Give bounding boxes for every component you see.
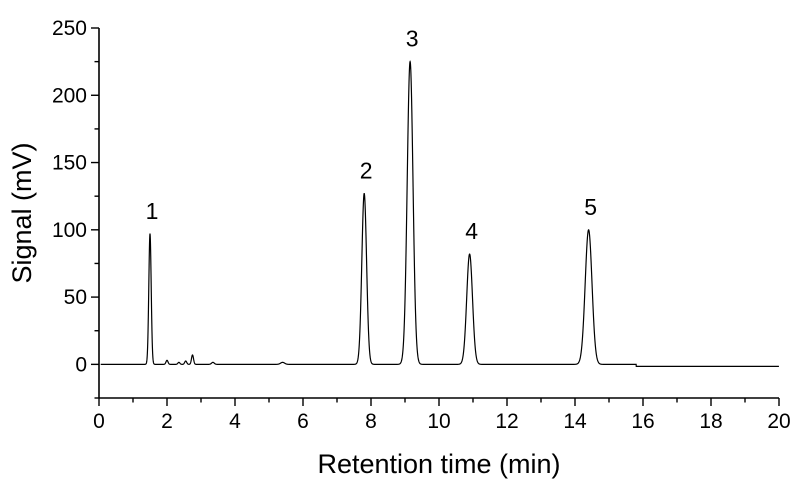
x-tick-label: 0: [93, 410, 105, 433]
peak-label: 4: [465, 218, 478, 244]
peak-label: 3: [406, 26, 419, 52]
x-tick-label: 8: [365, 410, 377, 433]
x-tick-label: 16: [631, 410, 654, 433]
y-tick-label: 0: [75, 353, 87, 376]
x-tick-label: 14: [563, 410, 587, 433]
axes: [98, 28, 779, 399]
peak-label: 5: [584, 194, 597, 220]
y-tick-label: 200: [52, 84, 87, 107]
x-tick-label: 4: [229, 410, 241, 433]
x-axis-title: Retention time (min): [317, 449, 560, 479]
peak-label: 2: [360, 157, 373, 183]
x-tick-label: 20: [767, 410, 790, 433]
peak-label: 1: [146, 198, 159, 224]
ticks: [91, 27, 780, 406]
y-tick-label: 250: [52, 17, 87, 40]
x-tick-label: 12: [495, 410, 518, 433]
y-tick-label: 150: [52, 152, 87, 175]
chromatogram-trace: [100, 60, 779, 367]
x-tick-label: 18: [699, 410, 722, 433]
peak-labels: 1 2 3 4 5: [146, 26, 597, 244]
x-tick-label: 10: [427, 410, 450, 433]
y-tick-label: 50: [64, 286, 87, 309]
y-axis-title: Signal (mV): [7, 142, 37, 283]
x-tick-label: 6: [297, 410, 309, 433]
x-tick-label: 2: [161, 410, 173, 433]
y-tick-label: 100: [52, 219, 87, 242]
